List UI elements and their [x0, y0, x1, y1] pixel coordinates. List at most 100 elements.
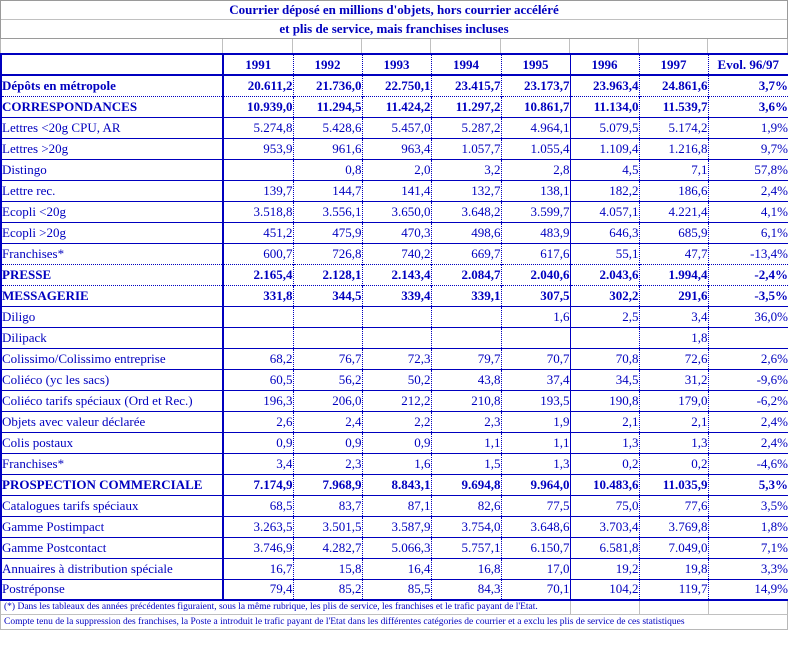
- cell-value: 9.694,8: [430, 473, 501, 495]
- cell-value: 14,9%: [707, 578, 788, 600]
- cell-value: 179,0: [638, 389, 708, 411]
- table-row: Postréponse 79,4 85,2 85,5 84,3 70,1 104,2 119,…: [1, 578, 788, 600]
- spacer-row: [0, 39, 788, 53]
- cell-value: 186,6: [638, 179, 708, 201]
- cell-value: 2,6: [222, 410, 293, 432]
- cell-value: 11.297,2: [430, 95, 501, 117]
- cell-value: 5,3%: [707, 473, 788, 495]
- cell-value: 600,7: [222, 242, 293, 264]
- table-row: Ecopli <20g 3.518,8 3.556,1 3.650,0 3.648,2 3…: [1, 200, 788, 222]
- cell-value: 0,9: [292, 431, 362, 453]
- table-row: Lettre rec. 139,7 144,7 141,4 132,7 138,1 182,…: [1, 179, 788, 201]
- footnote-empty-cell: [639, 601, 708, 614]
- cell-value: 1,5: [430, 452, 501, 474]
- cell-value: 1,3: [500, 452, 570, 474]
- cell-value: 331,8: [222, 284, 293, 306]
- spacer-cell: [431, 39, 501, 53]
- cell-value: 2,1: [638, 410, 708, 432]
- cell-value: [361, 305, 431, 327]
- cell-value: 10.483,6: [569, 473, 639, 495]
- cell-value: 498,6: [430, 221, 501, 243]
- row-label: Catalogues tarifs spéciaux: [1, 494, 223, 516]
- cell-value: 190,8: [569, 389, 639, 411]
- row-label: MESSAGERIE: [1, 284, 223, 306]
- cell-value: 1,6: [361, 452, 431, 474]
- row-label: Ecopli >20g: [1, 221, 223, 243]
- cell-value: 15,8: [292, 557, 362, 579]
- cell-value: 16,7: [222, 557, 293, 579]
- cell-value: 475,9: [292, 221, 362, 243]
- cell-value: 196,3: [222, 389, 293, 411]
- cell-value: 3,7%: [707, 74, 788, 96]
- column-header-1997: 1997: [638, 54, 708, 76]
- cell-value: -6,2%: [707, 389, 788, 411]
- table-row: Lettres <20g CPU, AR 5.274,8 5.428,6 5.457,…: [1, 116, 788, 138]
- cell-value: 740,2: [361, 242, 431, 264]
- cell-value: 182,2: [569, 179, 639, 201]
- cell-value: 76,7: [292, 347, 362, 369]
- cell-value: 57,8%: [707, 158, 788, 180]
- postal-volume-table: Courrier déposé en millions d'objets, ho…: [0, 0, 788, 630]
- cell-value: 483,9: [500, 221, 570, 243]
- cell-value: 11.294,5: [292, 95, 362, 117]
- cell-value: -3,5%: [707, 284, 788, 306]
- cell-value: 3.518,8: [222, 200, 293, 222]
- cell-value: 1,6: [500, 305, 570, 327]
- cell-value: 17,0: [500, 557, 570, 579]
- cell-value: 70,1: [500, 578, 570, 600]
- column-header-1991: 1991: [222, 54, 293, 76]
- row-label: Postréponse: [1, 578, 223, 600]
- cell-value: 77,5: [500, 494, 570, 516]
- table-row: Objets avec valeur déclarée 2,6 2,4 2,2 2,3 1…: [1, 410, 788, 432]
- table-row: Coliéco (yc les sacs) 60,5 56,2 50,2 43,8 37,…: [1, 368, 788, 390]
- cell-value: 4.282,7: [292, 536, 362, 558]
- cell-value: 5.757,1: [430, 536, 501, 558]
- row-label: Dilipack: [1, 326, 223, 348]
- cell-value: 11.424,2: [361, 95, 431, 117]
- cell-value: 7.049,0: [638, 536, 708, 558]
- cell-value: 70,8: [569, 347, 639, 369]
- cell-value: 85,2: [292, 578, 362, 600]
- row-label: PRESSE: [1, 263, 223, 285]
- cell-value: 3.648,2: [430, 200, 501, 222]
- cell-value: 0,9: [222, 431, 293, 453]
- spacer-cell: [1, 39, 223, 53]
- cell-value: [500, 326, 570, 348]
- cell-value: 77,6: [638, 494, 708, 516]
- cell-value: 84,3: [430, 578, 501, 600]
- table-row: Diligo 1,6 2,5 3,4 36,0%: [1, 305, 788, 327]
- table-row: PROSPECTION COMMERCIALE 7.174,9 7.968,9 8.8…: [1, 473, 788, 495]
- table-row: MESSAGERIE 331,8 344,5 339,4 339,1 307,5 302,2…: [1, 284, 788, 306]
- spacer-cell: [708, 39, 788, 53]
- cell-value: 10.939,0: [222, 95, 293, 117]
- cell-value: 2,1: [569, 410, 639, 432]
- cell-value: 339,4: [361, 284, 431, 306]
- cell-value: 4.221,4: [638, 200, 708, 222]
- row-label: Lettres >20g: [1, 137, 223, 159]
- cell-value: 1,9: [500, 410, 570, 432]
- cell-value: 5.174,2: [638, 116, 708, 138]
- cell-value: 24.861,6: [638, 74, 708, 96]
- cell-value: 307,5: [500, 284, 570, 306]
- cell-value: 23.173,7: [500, 74, 570, 96]
- cell-value: 2.084,7: [430, 263, 501, 285]
- cell-value: 6.150,7: [500, 536, 570, 558]
- cell-value: 21.736,0: [292, 74, 362, 96]
- cell-value: 339,1: [430, 284, 501, 306]
- cell-value: 1,3: [638, 431, 708, 453]
- cell-value: 617,6: [500, 242, 570, 264]
- cell-value: 6,1%: [707, 221, 788, 243]
- cell-value: 669,7: [430, 242, 501, 264]
- cell-value: 2.165,4: [222, 263, 293, 285]
- spacer-cell: [223, 39, 293, 53]
- row-label: Coliéco (yc les sacs): [1, 368, 223, 390]
- cell-value: 2,0: [361, 158, 431, 180]
- row-label: Lettre rec.: [1, 179, 223, 201]
- table-row: Gamme Postimpact 3.263,5 3.501,5 3.587,9 3.7…: [1, 515, 788, 537]
- cell-value: 68,2: [222, 347, 293, 369]
- cell-value: 302,2: [569, 284, 639, 306]
- table-row: Ecopli >20g 451,2 475,9 470,3 498,6 483,9 646,…: [1, 221, 788, 243]
- row-label: Distingo: [1, 158, 223, 180]
- cell-value: [569, 326, 639, 348]
- cell-value: 2,5: [569, 305, 639, 327]
